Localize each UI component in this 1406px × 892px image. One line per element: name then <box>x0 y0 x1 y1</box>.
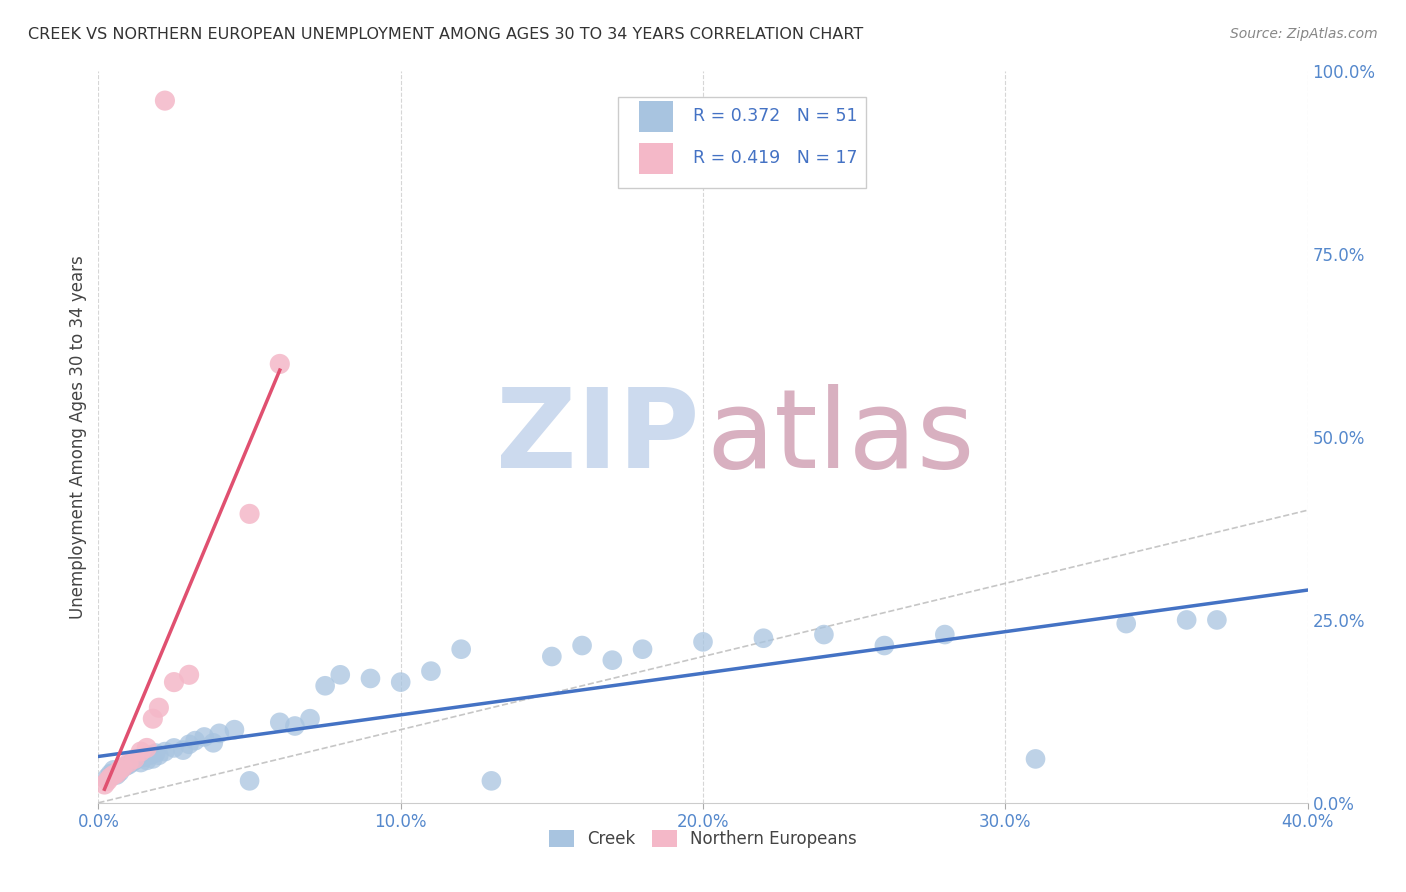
Point <box>148 748 170 763</box>
Point <box>602 653 624 667</box>
Point <box>142 712 165 726</box>
Point <box>148 700 170 714</box>
Point <box>329 667 352 681</box>
Point <box>1024 752 1046 766</box>
Point <box>111 761 134 775</box>
Point <box>239 773 262 788</box>
Point <box>103 763 125 777</box>
Point <box>153 745 176 759</box>
Point <box>179 667 201 681</box>
Point <box>184 733 207 747</box>
Text: R = 0.372   N = 51: R = 0.372 N = 51 <box>693 107 858 126</box>
Point <box>269 715 291 730</box>
FancyBboxPatch shape <box>619 97 866 188</box>
Point <box>420 664 443 678</box>
Point <box>132 750 155 764</box>
Point <box>631 642 654 657</box>
Point <box>96 773 118 788</box>
Point <box>450 642 472 657</box>
Point <box>208 726 231 740</box>
FancyBboxPatch shape <box>638 101 673 132</box>
Point <box>172 743 194 757</box>
Point <box>105 768 128 782</box>
Point <box>1206 613 1229 627</box>
Point <box>100 770 122 784</box>
Point <box>118 757 141 772</box>
Point <box>1175 613 1198 627</box>
Point <box>389 675 412 690</box>
Point <box>100 766 122 780</box>
Point <box>193 730 215 744</box>
Point <box>314 679 336 693</box>
Point <box>481 773 503 788</box>
Point <box>224 723 246 737</box>
Point <box>239 507 262 521</box>
Point <box>145 746 167 760</box>
Point <box>108 765 131 780</box>
Y-axis label: Unemployment Among Ages 30 to 34 years: Unemployment Among Ages 30 to 34 years <box>69 255 87 619</box>
Point <box>1115 616 1137 631</box>
Point <box>105 766 128 780</box>
Point <box>127 752 149 766</box>
Point <box>124 752 146 766</box>
Point <box>118 756 141 770</box>
Point <box>108 763 131 777</box>
Point <box>752 632 775 646</box>
Point <box>202 736 225 750</box>
Point <box>129 745 152 759</box>
Point <box>571 639 593 653</box>
Text: ZIP: ZIP <box>496 384 699 491</box>
Point <box>813 627 835 641</box>
Point <box>135 740 157 755</box>
Point <box>153 94 176 108</box>
Point <box>284 719 307 733</box>
Point <box>540 649 562 664</box>
Point <box>179 737 201 751</box>
Point <box>299 712 322 726</box>
Point <box>96 770 118 784</box>
Point <box>111 761 134 775</box>
Point <box>360 672 382 686</box>
Point <box>114 759 136 773</box>
Point <box>269 357 291 371</box>
Point <box>129 756 152 770</box>
Point <box>142 752 165 766</box>
Text: CREEK VS NORTHERN EUROPEAN UNEMPLOYMENT AMONG AGES 30 TO 34 YEARS CORRELATION CH: CREEK VS NORTHERN EUROPEAN UNEMPLOYMENT … <box>28 27 863 42</box>
Point <box>93 778 115 792</box>
Text: Source: ZipAtlas.com: Source: ZipAtlas.com <box>1230 27 1378 41</box>
Point <box>692 635 714 649</box>
Point <box>873 639 896 653</box>
Text: atlas: atlas <box>707 384 976 491</box>
Point <box>163 675 186 690</box>
Point <box>135 753 157 767</box>
Point <box>139 748 162 763</box>
Point <box>163 740 186 755</box>
Point <box>124 753 146 767</box>
FancyBboxPatch shape <box>638 143 673 174</box>
Text: R = 0.419   N = 17: R = 0.419 N = 17 <box>693 149 858 168</box>
Point <box>121 756 143 770</box>
Legend: Creek, Northern Europeans: Creek, Northern Europeans <box>540 822 866 856</box>
Point <box>103 768 125 782</box>
Point <box>934 627 956 641</box>
